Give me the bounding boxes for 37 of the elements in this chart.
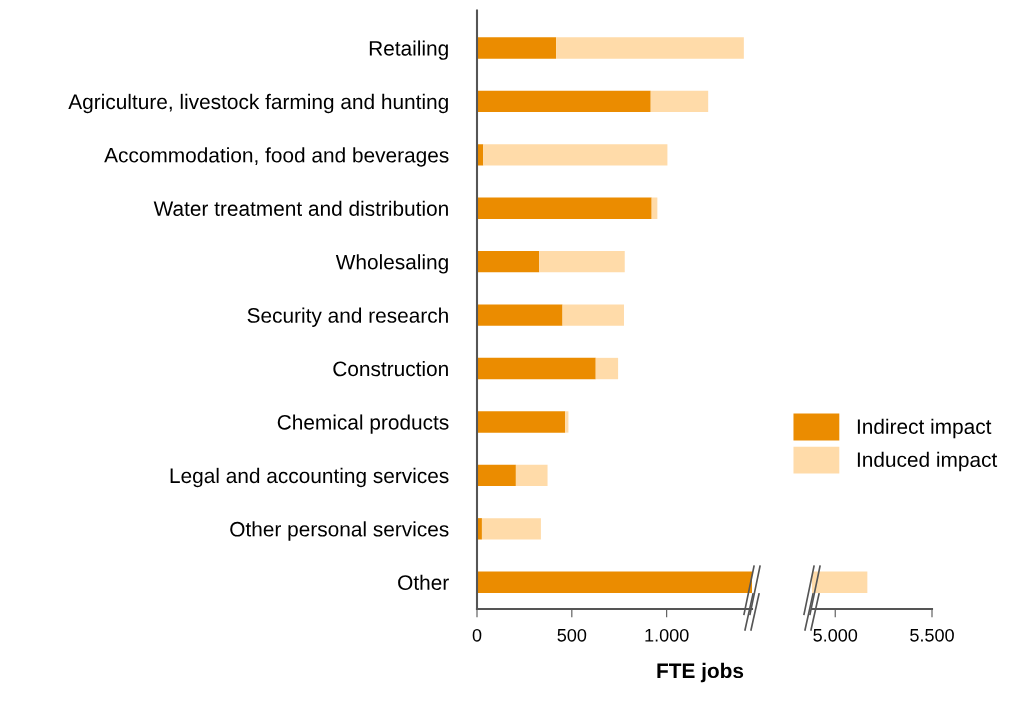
x-axis-title: FTE jobs xyxy=(657,662,744,683)
y-tick-label: Agriculture, livestock farming and hunting xyxy=(68,93,448,114)
bar xyxy=(477,357,596,380)
x-tick-label: 5.000 xyxy=(813,628,858,642)
bar xyxy=(565,411,569,433)
x-tick-label: 1.000 xyxy=(645,628,689,642)
y-tick-label: Other xyxy=(398,574,449,590)
bar xyxy=(477,304,563,326)
bar xyxy=(483,144,668,166)
bar xyxy=(595,357,619,380)
y-tick-label: Water treatment and distribution xyxy=(153,200,448,216)
bar xyxy=(481,518,541,540)
bar xyxy=(556,37,744,59)
legend-label: Induced impact xyxy=(857,451,998,472)
y-tick-label: Security and research xyxy=(247,307,448,327)
y-tick-label: Construction xyxy=(333,360,448,377)
x-tick-label: 0 xyxy=(472,628,482,642)
legend-label: Indirect impact xyxy=(857,418,992,439)
y-tick-label: Accommodation, food and beverages xyxy=(104,147,449,167)
bar xyxy=(477,411,566,433)
y-tick-label: Chemical products xyxy=(277,414,449,434)
bar xyxy=(477,37,557,59)
y-tick-label: Retailing xyxy=(369,40,448,60)
y-tick-label: Other personal services xyxy=(230,521,449,541)
bar xyxy=(477,250,540,273)
x-tick-label: 500 xyxy=(557,628,587,642)
bar xyxy=(650,90,709,113)
y-tick-label: Wholesaling xyxy=(335,254,448,274)
x-tick-label: 5.500 xyxy=(910,628,954,642)
y-tick-label: Legal and accounting services xyxy=(170,467,449,488)
bar xyxy=(477,464,516,487)
bar xyxy=(477,90,651,113)
bar xyxy=(515,464,548,487)
bar xyxy=(477,197,652,219)
bar xyxy=(539,250,625,273)
bar xyxy=(477,571,752,593)
bar xyxy=(562,304,624,326)
